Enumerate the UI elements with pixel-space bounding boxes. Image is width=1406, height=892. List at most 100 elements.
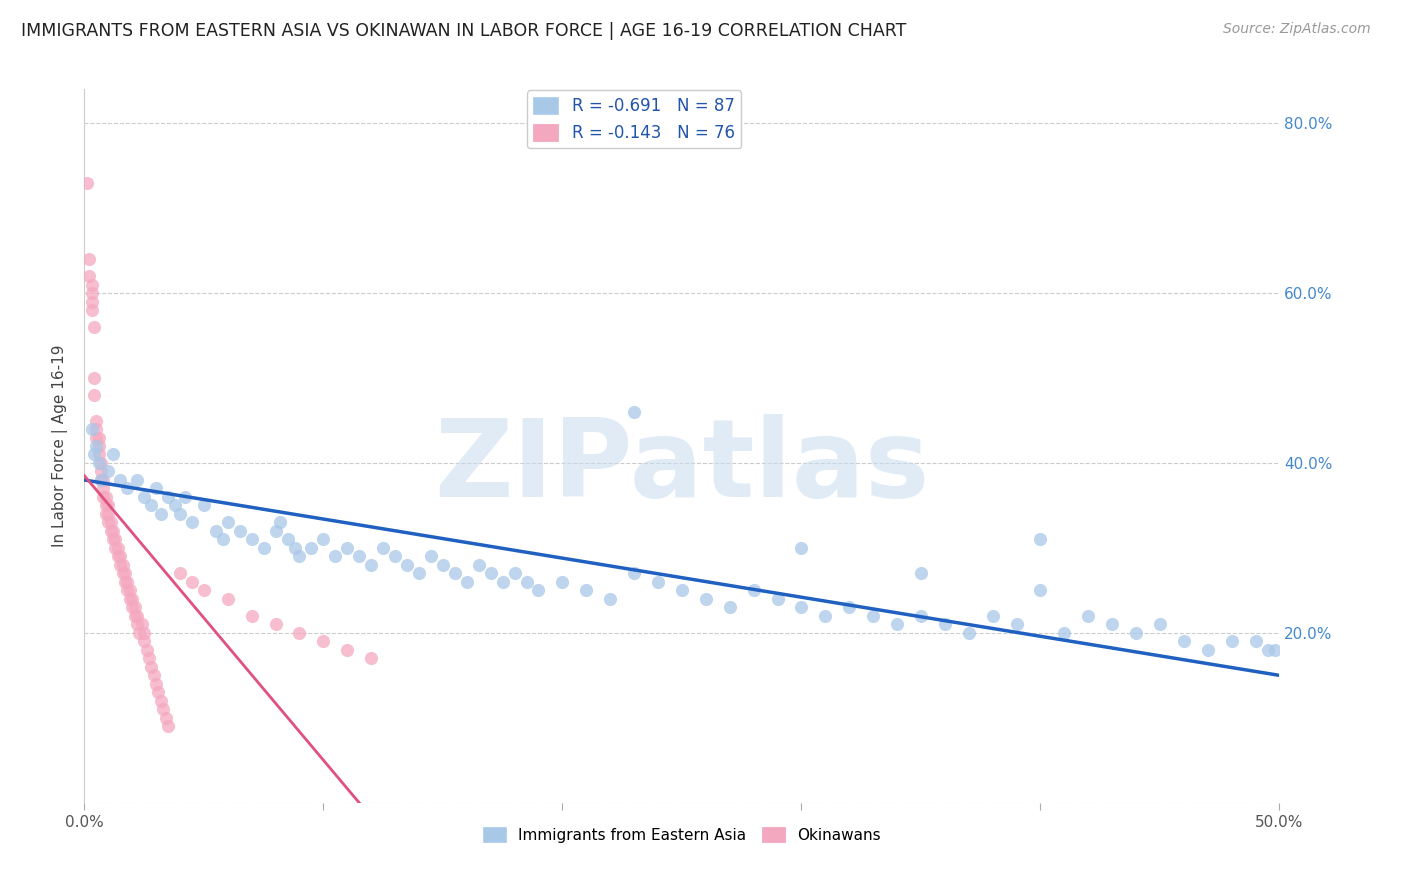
Point bbox=[1197, 643, 1219, 657]
Point bbox=[125, 617, 148, 632]
Point bbox=[114, 566, 136, 581]
Point bbox=[1244, 634, 1267, 648]
Point bbox=[93, 482, 115, 496]
Point bbox=[169, 566, 191, 581]
Point bbox=[301, 541, 323, 555]
Point bbox=[80, 422, 103, 436]
Point bbox=[157, 719, 180, 733]
Point bbox=[94, 499, 117, 513]
Point bbox=[1125, 626, 1147, 640]
Point bbox=[671, 583, 693, 598]
Point bbox=[132, 634, 156, 648]
Point bbox=[142, 668, 165, 682]
Point bbox=[1053, 626, 1076, 640]
Point bbox=[125, 608, 148, 623]
Point bbox=[110, 549, 132, 564]
Point bbox=[117, 482, 139, 496]
Point bbox=[173, 490, 195, 504]
Point bbox=[97, 516, 120, 530]
Point bbox=[360, 651, 382, 665]
Point bbox=[76, 176, 98, 190]
Point bbox=[87, 456, 110, 470]
Point bbox=[94, 490, 117, 504]
Point bbox=[131, 617, 153, 632]
Point bbox=[373, 541, 395, 555]
Point bbox=[94, 507, 117, 521]
Point bbox=[148, 685, 170, 699]
Point bbox=[145, 677, 167, 691]
Point bbox=[124, 600, 146, 615]
Point bbox=[90, 473, 112, 487]
Point bbox=[312, 634, 335, 648]
Point bbox=[110, 558, 132, 572]
Point bbox=[152, 702, 174, 716]
Point bbox=[336, 541, 359, 555]
Point bbox=[623, 566, 645, 581]
Point bbox=[118, 583, 141, 598]
Point bbox=[87, 439, 110, 453]
Point bbox=[90, 465, 112, 479]
Point bbox=[217, 516, 239, 530]
Point bbox=[527, 583, 550, 598]
Point bbox=[80, 277, 103, 292]
Point bbox=[1264, 643, 1286, 657]
Point bbox=[193, 499, 215, 513]
Point bbox=[86, 413, 108, 427]
Point bbox=[90, 473, 112, 487]
Point bbox=[1257, 643, 1279, 657]
Point bbox=[80, 286, 103, 301]
Point bbox=[910, 608, 932, 623]
Point bbox=[101, 533, 124, 547]
Point bbox=[132, 626, 156, 640]
Point bbox=[101, 448, 124, 462]
Point bbox=[492, 574, 515, 589]
Point bbox=[138, 651, 160, 665]
Point bbox=[1101, 617, 1123, 632]
Point bbox=[1029, 533, 1052, 547]
Point bbox=[77, 252, 100, 266]
Point bbox=[766, 591, 789, 606]
Point bbox=[165, 499, 187, 513]
Point bbox=[141, 660, 163, 674]
Point bbox=[814, 608, 837, 623]
Point bbox=[396, 558, 419, 572]
Point bbox=[934, 617, 956, 632]
Point bbox=[1173, 634, 1195, 648]
Point bbox=[193, 583, 215, 598]
Point bbox=[277, 533, 299, 547]
Point bbox=[169, 507, 191, 521]
Point bbox=[253, 541, 276, 555]
Point bbox=[121, 600, 143, 615]
Point bbox=[101, 524, 124, 538]
Point bbox=[97, 499, 120, 513]
Point bbox=[100, 516, 122, 530]
Point bbox=[97, 507, 120, 521]
Point bbox=[104, 541, 127, 555]
Point bbox=[910, 566, 932, 581]
Point bbox=[93, 490, 115, 504]
Point bbox=[97, 465, 120, 479]
Point bbox=[114, 574, 136, 589]
Point bbox=[1077, 608, 1099, 623]
Point bbox=[312, 533, 335, 547]
Point bbox=[83, 320, 105, 334]
Point bbox=[981, 608, 1004, 623]
Point bbox=[240, 608, 263, 623]
Point bbox=[408, 566, 430, 581]
Point bbox=[181, 516, 204, 530]
Point bbox=[838, 600, 860, 615]
Point bbox=[575, 583, 598, 598]
Point bbox=[284, 541, 307, 555]
Point bbox=[718, 600, 741, 615]
Point bbox=[117, 583, 139, 598]
Point bbox=[141, 499, 163, 513]
Point bbox=[264, 524, 287, 538]
Point bbox=[695, 591, 717, 606]
Point bbox=[240, 533, 263, 547]
Point bbox=[212, 533, 235, 547]
Point bbox=[86, 439, 108, 453]
Point bbox=[1149, 617, 1171, 632]
Text: IMMIGRANTS FROM EASTERN ASIA VS OKINAWAN IN LABOR FORCE | AGE 16-19 CORRELATION : IMMIGRANTS FROM EASTERN ASIA VS OKINAWAN… bbox=[21, 22, 907, 40]
Point bbox=[288, 549, 311, 564]
Point bbox=[111, 566, 134, 581]
